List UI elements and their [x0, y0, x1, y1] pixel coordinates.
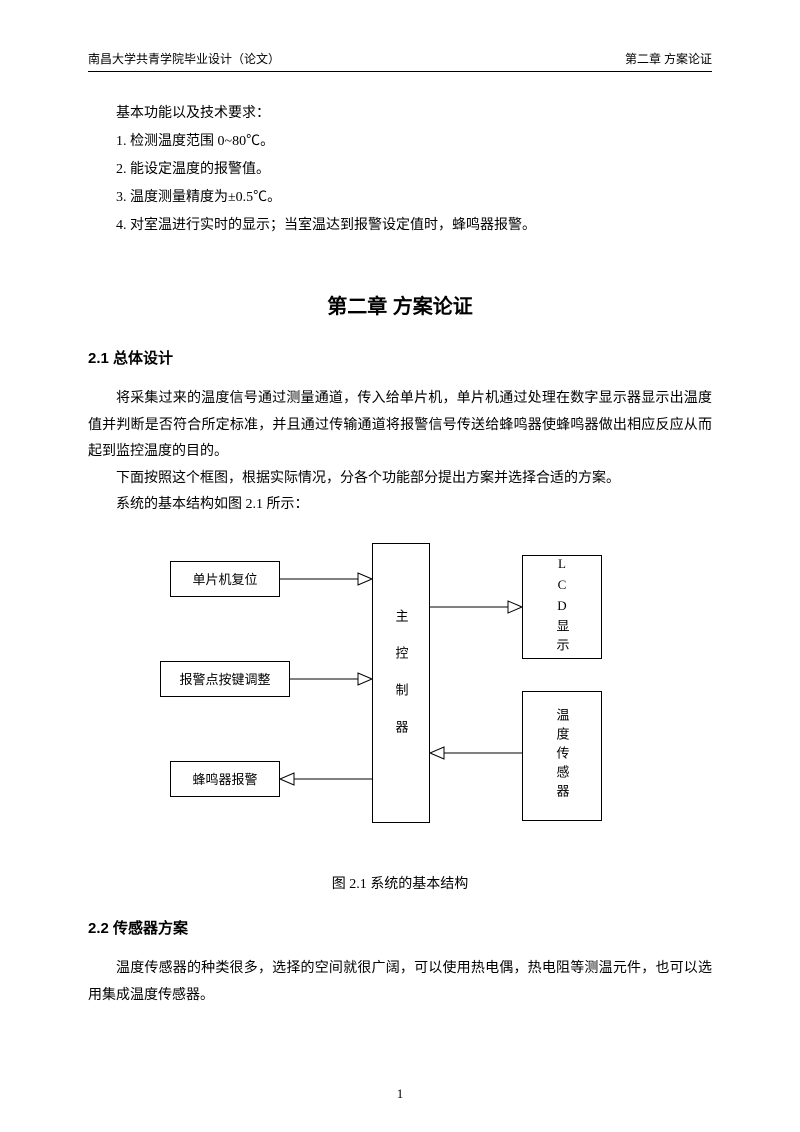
requirement-2: 2. 能设定温度的报警值。 [88, 156, 712, 184]
section-2-1-para-3: 系统的基本结构如图 2.1 所示： [88, 492, 712, 519]
block-lcd: LCD显示 [522, 555, 602, 659]
block-alarm-keys: 报警点按键调整 [160, 661, 290, 697]
chapter-title: 第二章 方案论证 [88, 290, 712, 319]
requirement-3: 3. 温度测量精度为±0.5℃。 [88, 184, 712, 212]
page: 南昌大学共青学院毕业设计（论文） 第二章 方案论证 基本功能以及技术要求： 1.… [0, 0, 800, 1132]
requirement-1: 1. 检测温度范围 0~80℃。 [88, 128, 712, 156]
block-buzzer: 蜂鸣器报警 [170, 761, 280, 797]
requirements-intro: 基本功能以及技术要求： [88, 100, 712, 128]
section-2-1-title: 2.1 总体设计 [88, 347, 712, 368]
section-2-2-para-1: 温度传感器的种类很多，选择的空间就很广阔，可以使用热电偶，热电阻等测温元件，也可… [88, 956, 712, 1009]
header-left: 南昌大学共青学院毕业设计（论文） [88, 50, 280, 67]
block-controller: 主控制器 [372, 543, 430, 823]
section-2-1-para-2: 下面按照这个框图，根据实际情况，分各个功能部分提出方案并选择合适的方案。 [88, 466, 712, 493]
requirement-4: 4. 对室温进行实时的显示；当室温达到报警设定值时，蜂鸣器报警。 [88, 212, 712, 240]
section-2-2-title: 2.2 传感器方案 [88, 917, 712, 938]
header-rule [88, 71, 712, 72]
system-block-diagram: 单片机复位 报警点按键调整 蜂鸣器报警 主控制器 LCD显示 温度传感器 [140, 533, 660, 853]
figure-caption: 图 2.1 系统的基本结构 [88, 873, 712, 893]
block-mcu-reset: 单片机复位 [170, 561, 280, 597]
header-right: 第二章 方案论证 [625, 50, 712, 67]
section-2-1-para-1: 将采集过来的温度信号通过测量通道，传入给单片机，单片机通过处理在数字显示器显示出… [88, 386, 712, 466]
page-header: 南昌大学共青学院毕业设计（论文） 第二章 方案论证 [88, 50, 712, 71]
page-number: 1 [0, 1086, 800, 1102]
block-temp-sensor: 温度传感器 [522, 691, 602, 821]
